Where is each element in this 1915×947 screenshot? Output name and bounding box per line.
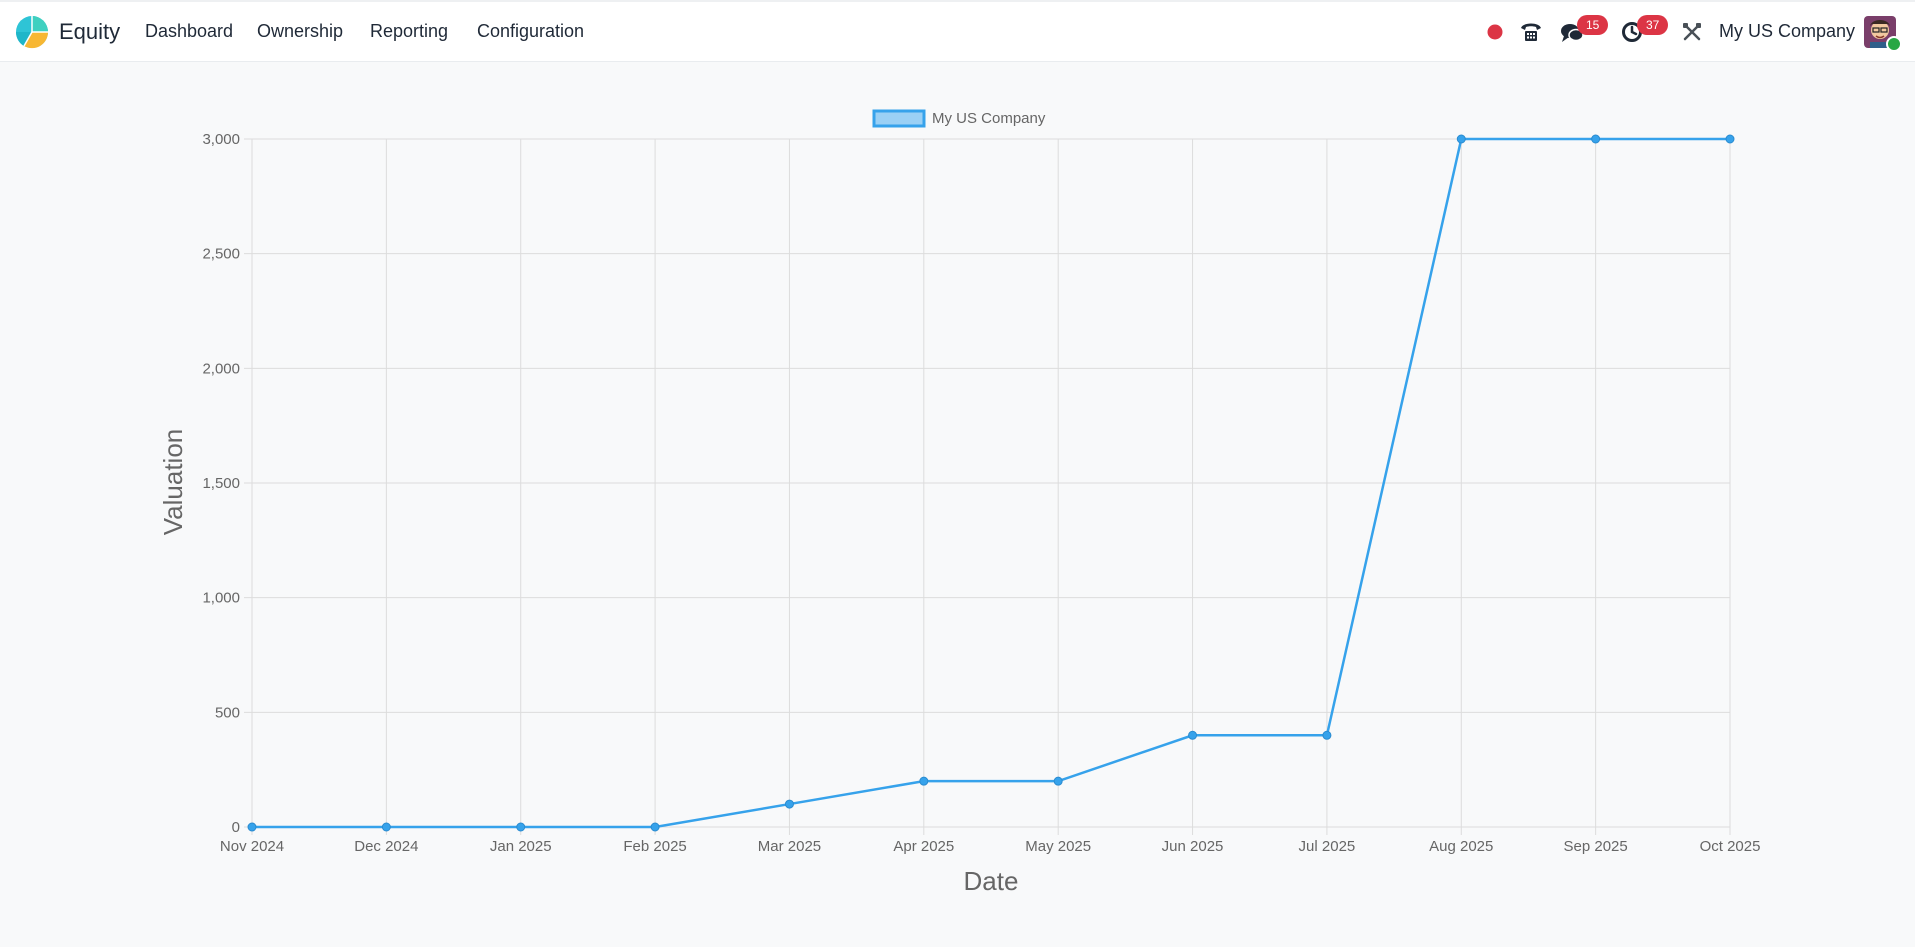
nav-reporting[interactable]: Reporting (370, 21, 449, 41)
y-tick-label: 500 (215, 704, 240, 721)
record-dot-icon[interactable] (1487, 24, 1503, 40)
x-tick-label: Jul 2025 (1299, 838, 1356, 855)
y-axis-ticks: 0 500 1,000 1,500 2,000 2,500 3,000 (202, 131, 240, 836)
y-tick-label: 0 (232, 819, 240, 836)
data-point[interactable] (1322, 730, 1332, 740)
valuation-chart-svg: My US Company 0 500 1,000 1,500 2,000 2,500 3,… (158, 109, 1761, 896)
tools-icon[interactable] (1682, 22, 1702, 42)
y-tick-label: 3,000 (202, 131, 240, 148)
x-tick-label: Feb 2025 (623, 838, 686, 855)
activities-count-badge: 37 (1637, 15, 1669, 35)
app-name[interactable]: Equity (59, 19, 121, 44)
x-tick-label: Sep 2025 (1564, 838, 1628, 855)
data-point[interactable] (784, 799, 794, 809)
legend-label[interactable]: My US Company (932, 110, 1046, 127)
data-point[interactable] (516, 822, 526, 832)
presence-status-icon (1886, 36, 1902, 52)
company-switcher[interactable]: My US Company (1719, 21, 1856, 41)
x-tick-label: Nov 2024 (220, 838, 284, 855)
data-point[interactable] (1591, 134, 1601, 144)
data-point[interactable] (919, 776, 929, 786)
top-border (0, 0, 1915, 2)
data-point[interactable] (650, 822, 660, 832)
messages-count-badge: 15 (1577, 15, 1609, 35)
chart-legend: My US Company (872, 109, 1046, 128)
x-tick-label: Oct 2025 (1700, 838, 1761, 855)
top-navbar: Equity Dashboard Ownership Reporting Con… (0, 0, 1915, 62)
data-point[interactable] (247, 822, 257, 832)
x-axis-title: Date (964, 866, 1019, 896)
series-points (247, 134, 1735, 832)
data-point[interactable] (381, 822, 391, 832)
y-tick-label: 2,000 (202, 360, 240, 377)
nav-ownership[interactable]: Ownership (257, 21, 344, 41)
y-tick-label: 1,500 (202, 475, 240, 492)
x-axis-ticks: Nov 2024 Dec 2024 Jan 2025 Feb 2025 Mar 2025… (220, 838, 1761, 855)
x-tick-label: Mar 2025 (758, 838, 821, 855)
y-tick-label: 2,500 (202, 246, 240, 263)
x-tick-label: Dec 2024 (354, 838, 418, 855)
series-line-my-us-company (252, 137, 1730, 829)
data-point[interactable] (1456, 134, 1466, 144)
phone-icon[interactable] (1519, 21, 1543, 43)
valuation-chart: My US Company 0 500 1,000 1,500 2,000 2,500 3,… (0, 62, 1915, 942)
y-axis-title: Valuation (158, 429, 188, 536)
x-tick-label: May 2025 (1025, 838, 1091, 855)
data-point[interactable] (1725, 134, 1735, 144)
x-tick-label: Jan 2025 (490, 838, 552, 855)
y-tick-label: 1,000 (202, 590, 240, 607)
chart-grid (244, 138, 1731, 835)
equity-pie-logo-icon[interactable] (14, 14, 50, 50)
user-avatar-icon[interactable] (1864, 16, 1896, 48)
x-tick-label: Jun 2025 (1162, 838, 1224, 855)
legend-swatch[interactable] (872, 109, 926, 128)
data-point[interactable] (1188, 730, 1198, 740)
data-point[interactable] (1053, 776, 1063, 786)
nav-configuration[interactable]: Configuration (477, 21, 585, 41)
x-tick-label: Aug 2025 (1429, 838, 1493, 855)
nav-dashboard[interactable]: Dashboard (145, 21, 234, 41)
x-tick-label: Apr 2025 (893, 838, 954, 855)
